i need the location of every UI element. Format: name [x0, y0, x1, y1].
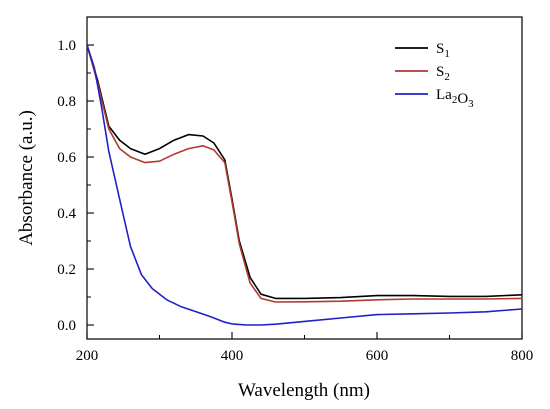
y-axis-label: Absorbance (a.u.): [16, 110, 37, 246]
y-tick-label: 0.0: [57, 318, 76, 334]
x-tick-label: 400: [221, 348, 244, 364]
legend-label: S1: [436, 41, 450, 60]
legend-label: S2: [436, 64, 450, 83]
x-tick-label: 600: [366, 348, 389, 364]
series-line-2: [86, 44, 523, 326]
y-tick-label: 0.4: [57, 206, 76, 222]
x-tick-label: 200: [76, 348, 99, 364]
legend: S1 S2 La2O3: [395, 41, 474, 110]
y-tick-label: 1.0: [57, 38, 76, 54]
x-axis-label: Wavelength (nm): [238, 380, 370, 401]
x-tick-label: 800: [511, 348, 534, 364]
y-tick-label: 0.6: [57, 150, 76, 166]
y-tick-label: 0.8: [57, 94, 76, 110]
series-line-1: [86, 44, 523, 303]
axes-group: 200 400 600 800 0.0 0.2 0.4 0.6 0.8 1.0: [57, 38, 533, 364]
series-line-0: [86, 44, 523, 300]
series-group: [86, 44, 523, 326]
y-tick-label: 0.2: [57, 262, 76, 278]
plot-frame: [86, 16, 523, 340]
legend-label: La2O3: [436, 87, 474, 110]
